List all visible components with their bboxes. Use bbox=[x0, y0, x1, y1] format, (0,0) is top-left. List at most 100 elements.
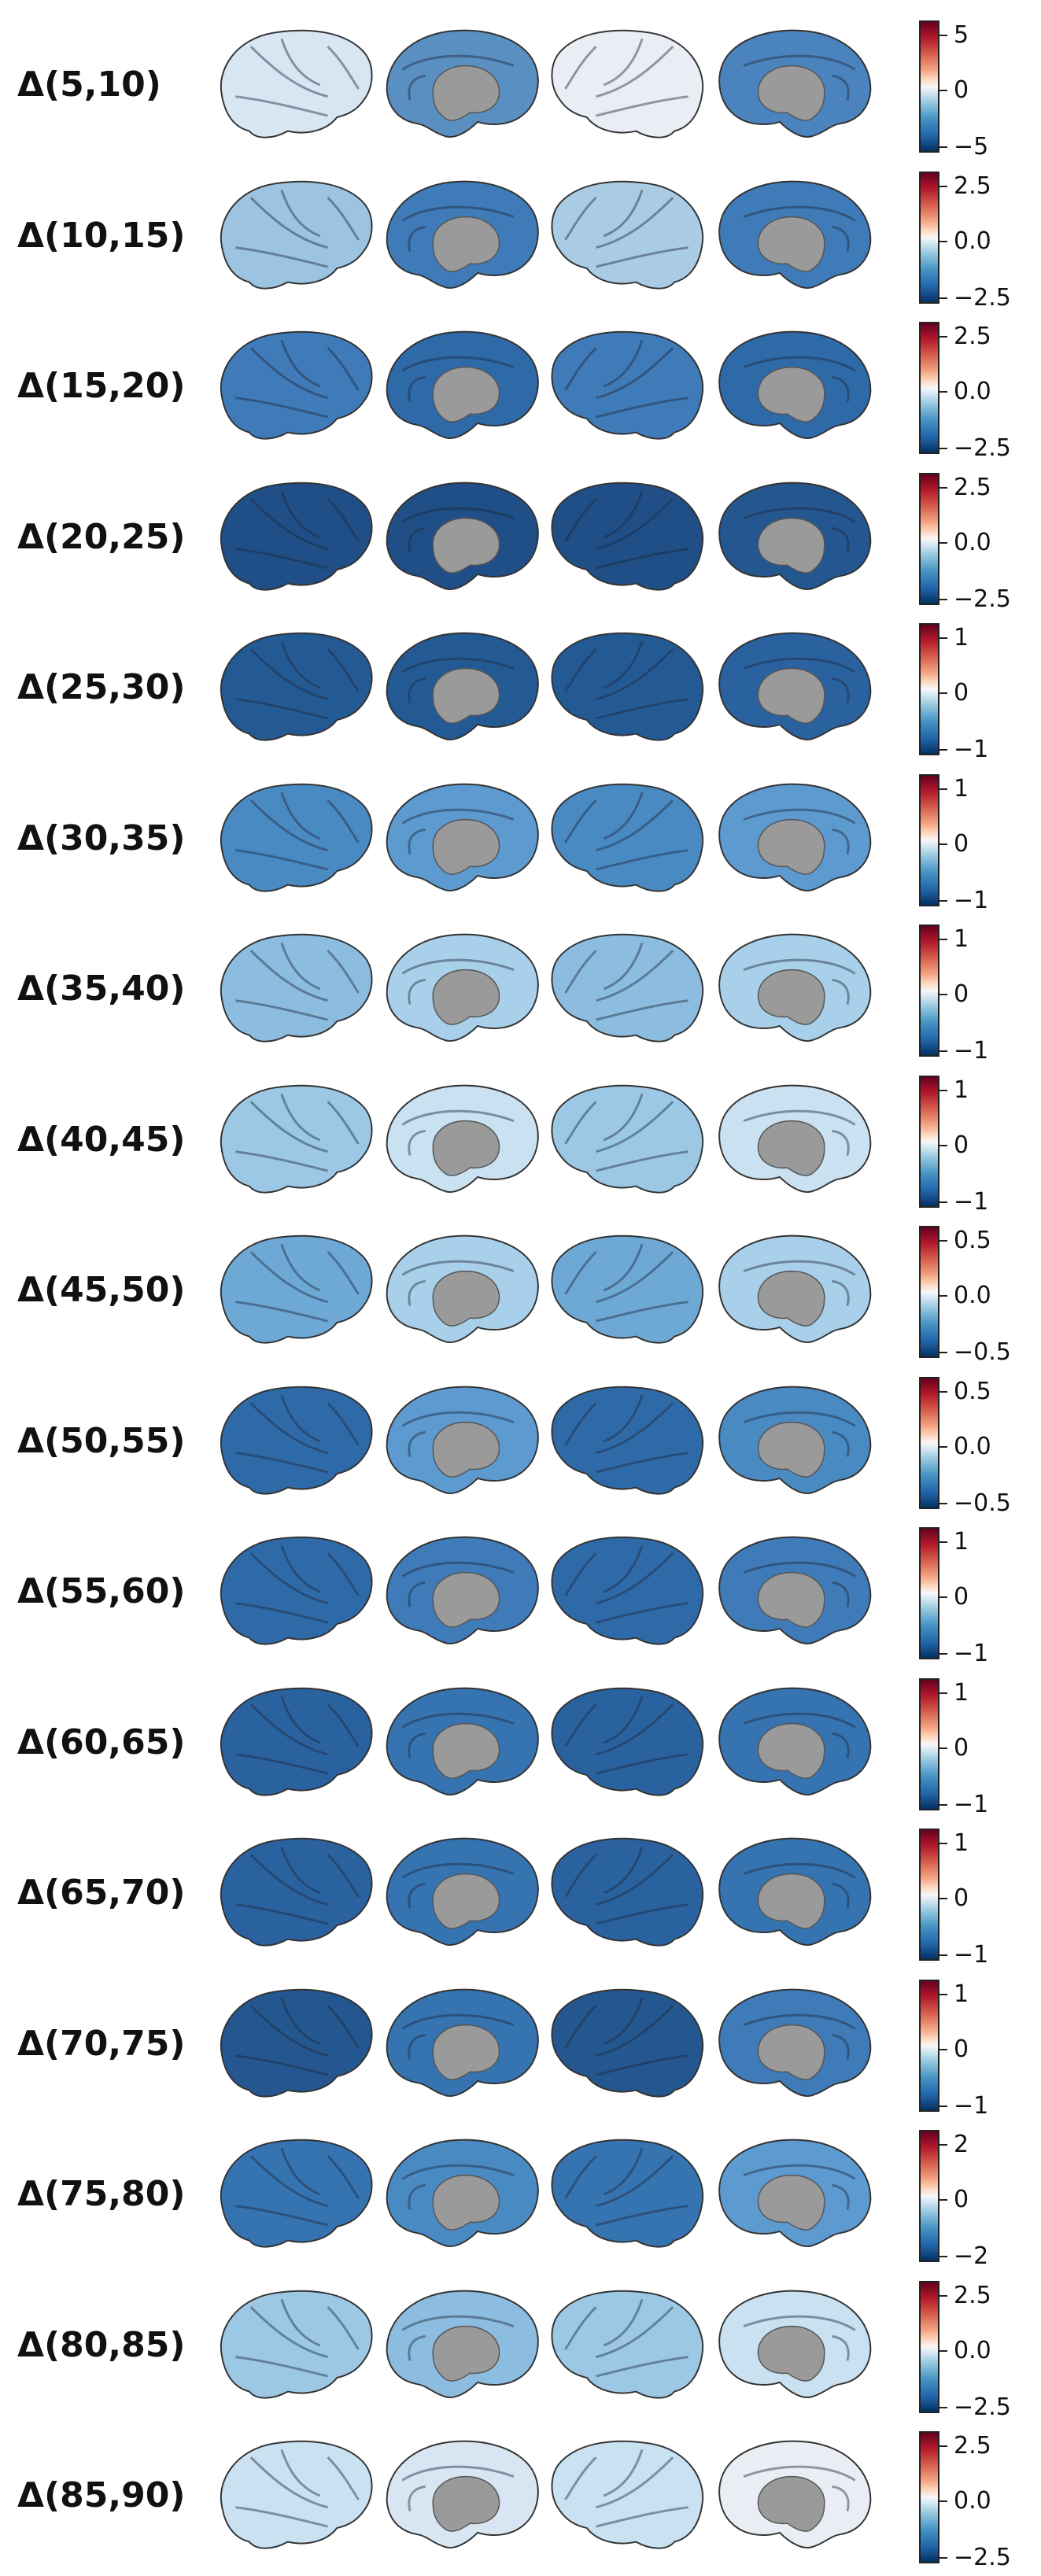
sulcus-line bbox=[596, 245, 688, 268]
colorbar-tick-label: −1 bbox=[954, 886, 989, 914]
colorbar-tick bbox=[939, 2557, 947, 2559]
colorbar-tick bbox=[939, 1954, 947, 1956]
cortex-surface bbox=[220, 933, 373, 1043]
colorbar-tick bbox=[939, 35, 947, 36]
cortex-surface bbox=[220, 1234, 373, 1344]
colorbar-tick-label: 0 bbox=[954, 1583, 969, 1611]
medial-wall bbox=[757, 2024, 825, 2080]
colorbar-tick bbox=[939, 788, 947, 790]
sulcus-line bbox=[401, 356, 515, 372]
sulcus-line bbox=[235, 2205, 328, 2227]
sulcus-line bbox=[235, 999, 328, 1021]
cortex-surface bbox=[551, 783, 704, 892]
sulcus-line bbox=[596, 2456, 674, 2509]
colorbar bbox=[919, 773, 939, 906]
sulcus-line bbox=[327, 1401, 360, 1446]
colorbar-tick bbox=[939, 2199, 947, 2201]
brain-medial-right bbox=[718, 933, 872, 1042]
figure-row: Δ(30,35) 1 0 −1 bbox=[0, 769, 1041, 919]
sulcus-line bbox=[235, 2506, 328, 2528]
colorbar-tick bbox=[939, 899, 947, 902]
cortex-surface bbox=[551, 1687, 704, 1796]
cortex-surface bbox=[220, 2440, 373, 2549]
figure-row: Δ(60,65) 1 0 −1 bbox=[0, 1674, 1041, 1823]
sulcus-line bbox=[235, 1602, 328, 1624]
colorbar-tick-label: 0 bbox=[954, 1733, 969, 1762]
colorbar-tick bbox=[939, 1201, 947, 1203]
row-label: Δ(45,50) bbox=[17, 1270, 186, 1310]
colorbar bbox=[919, 472, 939, 605]
colorbar bbox=[919, 2280, 939, 2413]
sulcus-line bbox=[408, 2183, 426, 2210]
figure-row: Δ(35,40) 1 0 −1 bbox=[0, 920, 1041, 1069]
sulcus-line bbox=[603, 339, 644, 388]
sulcus-line bbox=[280, 640, 321, 689]
sulcus-line bbox=[832, 978, 850, 1005]
colorbar bbox=[919, 1829, 939, 1961]
sulcus-line bbox=[408, 978, 426, 1005]
sulcus-line bbox=[832, 2033, 850, 2060]
sulcus-line bbox=[596, 497, 674, 550]
colorbar-tick bbox=[939, 297, 947, 299]
sulcus-line bbox=[596, 648, 674, 701]
sulcus-line bbox=[603, 2147, 644, 2196]
colorbar-tick bbox=[939, 2144, 947, 2146]
figure-row: Δ(85,90) 2.5 0.0 −2.5 bbox=[0, 2427, 1041, 2576]
sulcus-line bbox=[743, 2315, 856, 2331]
row-label: Δ(85,90) bbox=[17, 2475, 186, 2515]
colorbar-tick bbox=[939, 2294, 947, 2297]
medial-wall bbox=[432, 1722, 500, 1779]
brain-medial-left bbox=[386, 2139, 539, 2247]
sulcus-line bbox=[401, 2013, 515, 2030]
sulcus-line bbox=[743, 657, 856, 674]
colorbar-tick bbox=[939, 90, 947, 91]
colorbar-tick bbox=[939, 486, 947, 489]
sulcus-line bbox=[249, 2305, 328, 2358]
sulcus-line bbox=[596, 397, 688, 419]
sulcus-line bbox=[280, 189, 321, 237]
figure-row: Δ(55,60) 1 0 −1 bbox=[0, 1522, 1041, 1672]
colorbar-tick bbox=[939, 1692, 947, 1694]
sulcus-line bbox=[408, 1882, 426, 1909]
sulcus-line bbox=[564, 950, 597, 994]
colorbar-tick-label: 2.5 bbox=[954, 172, 991, 200]
cortex-surface bbox=[551, 1837, 704, 1947]
brain-lateral-right bbox=[551, 29, 704, 138]
colorbar-tick-label: 0 bbox=[954, 2035, 969, 2063]
brain-medial-left bbox=[386, 1988, 539, 2097]
cortex-surface bbox=[220, 29, 373, 138]
sulcus-line bbox=[249, 1552, 328, 1605]
colorbar-tick bbox=[939, 240, 947, 242]
colorbar-tick bbox=[939, 749, 947, 751]
medial-wall bbox=[432, 216, 500, 272]
sulcus-line bbox=[408, 2033, 426, 2060]
brain-lateral-left bbox=[220, 1386, 373, 1495]
colorbar-tick bbox=[939, 692, 947, 694]
colorbar-tick-label: 0.0 bbox=[954, 378, 991, 405]
colorbar-tick bbox=[939, 1295, 947, 1297]
brain-medial-right bbox=[718, 29, 872, 138]
sulcus-line bbox=[327, 2004, 360, 2049]
sulcus-line bbox=[280, 339, 321, 388]
colorbar bbox=[919, 20, 939, 153]
brain-medial-left bbox=[386, 330, 539, 439]
colorbar-tick bbox=[939, 994, 947, 995]
sulcus-line bbox=[249, 46, 328, 98]
brain-medial-left bbox=[386, 1084, 539, 1193]
colorbar-tick bbox=[939, 1993, 947, 1995]
cortex-surface bbox=[551, 1988, 704, 2098]
colorbar-tick-label: −1 bbox=[954, 1640, 989, 1667]
medial-wall bbox=[757, 667, 825, 724]
cortex-surface bbox=[551, 2440, 704, 2549]
colorbar-tick-label: 1 bbox=[954, 1678, 969, 1707]
colorbar-tick-label: −1 bbox=[954, 1037, 989, 1065]
brain-medial-left bbox=[386, 1234, 539, 1343]
sulcus-line bbox=[408, 677, 426, 703]
cortex-surface bbox=[220, 482, 373, 591]
medial-wall bbox=[432, 1421, 500, 1478]
sulcus-line bbox=[596, 1602, 688, 1624]
sulcus-line bbox=[743, 1561, 856, 1578]
sulcus-line bbox=[235, 1301, 328, 1323]
brain-lateral-left bbox=[220, 1084, 373, 1194]
sulcus-line bbox=[596, 547, 688, 569]
